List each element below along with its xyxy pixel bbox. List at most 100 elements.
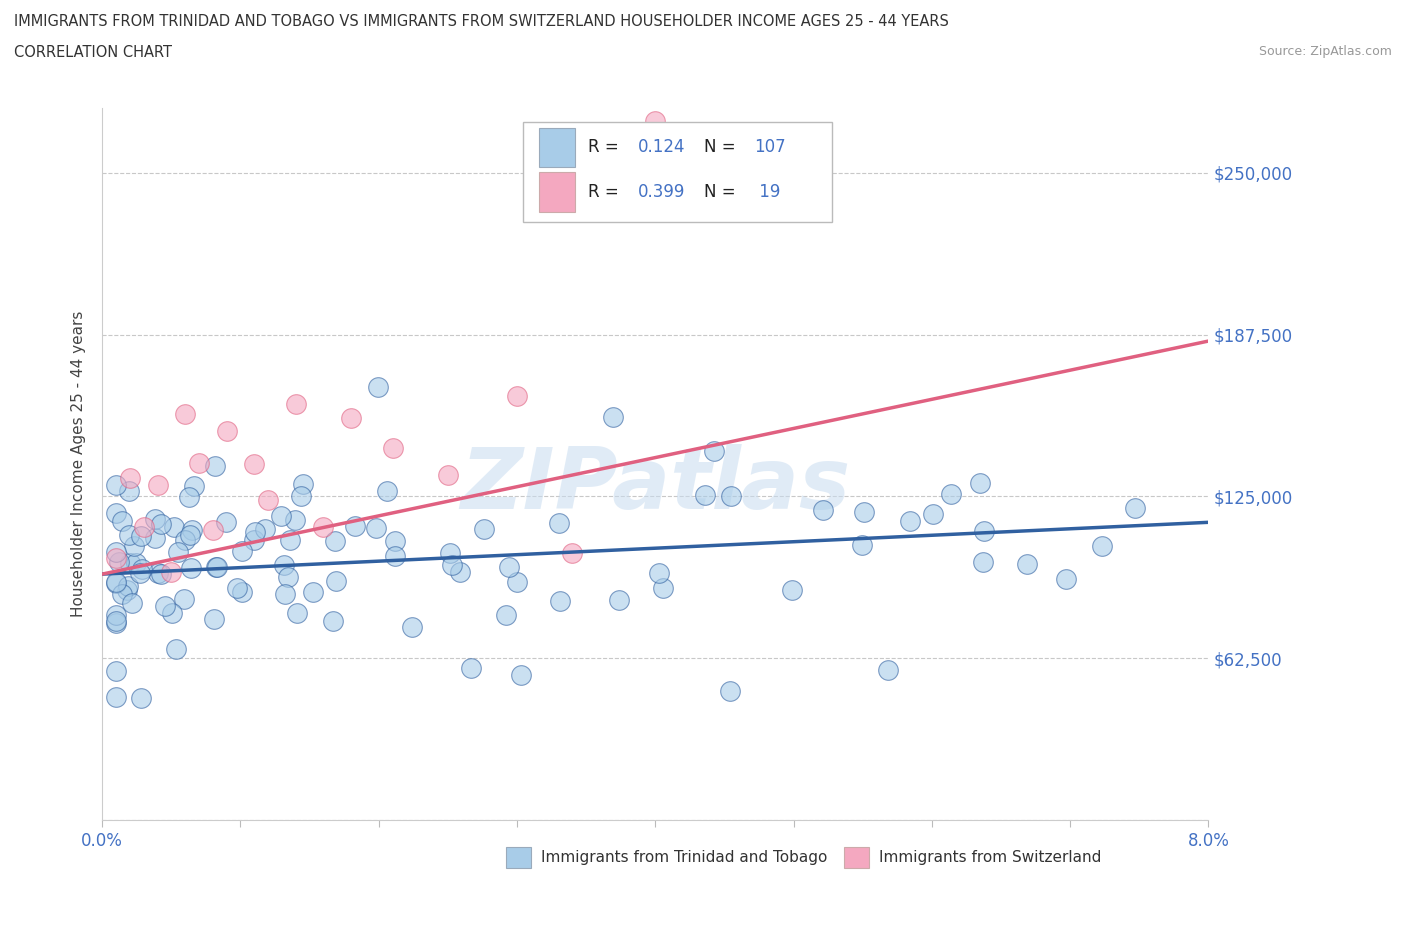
Point: [173, 591, 195, 606]
Point: [177, 490, 200, 505]
Bar: [538, 127, 575, 166]
Point: [718, 684, 741, 698]
Point: [274, 587, 297, 602]
Point: [105, 576, 128, 591]
Text: Source: ZipAtlas.com: Source: ZipAtlas.com: [1258, 45, 1392, 58]
Point: [384, 549, 406, 564]
Point: [384, 534, 406, 549]
Point: [111, 513, 134, 528]
Point: [693, 488, 716, 503]
Point: [969, 476, 991, 491]
Point: [449, 565, 471, 579]
Point: [273, 557, 295, 572]
Point: [146, 477, 169, 492]
Point: [110, 587, 132, 602]
Point: [472, 522, 495, 537]
Point: [972, 554, 994, 569]
Point: [204, 458, 226, 473]
Text: R =: R =: [588, 139, 624, 156]
Text: CORRELATION CHART: CORRELATION CHART: [14, 45, 172, 60]
Point: [149, 566, 172, 581]
Point: [180, 561, 202, 576]
Point: [375, 484, 398, 498]
Point: [129, 691, 152, 706]
Point: [204, 560, 226, 575]
Point: [381, 441, 404, 456]
Point: [117, 582, 139, 597]
Point: [460, 661, 482, 676]
Point: [118, 471, 141, 485]
Point: [939, 486, 962, 501]
Point: [277, 570, 299, 585]
Point: [146, 565, 169, 580]
Point: [125, 555, 148, 570]
Point: [188, 456, 211, 471]
Point: [243, 457, 266, 472]
Point: [180, 523, 202, 538]
Point: [292, 476, 315, 491]
Text: Immigrants from Switzerland: Immigrants from Switzerland: [879, 850, 1101, 865]
Point: [602, 409, 624, 424]
Point: [117, 484, 139, 498]
Point: [325, 533, 347, 548]
Point: [105, 505, 128, 520]
Point: [312, 520, 335, 535]
Text: ZIPatlas: ZIPatlas: [460, 444, 851, 527]
Point: [284, 512, 307, 527]
Point: [322, 614, 344, 629]
Point: [973, 524, 995, 538]
Point: [129, 566, 152, 581]
Text: N =: N =: [704, 183, 741, 201]
Bar: [538, 172, 575, 212]
Point: [105, 607, 128, 622]
Point: [117, 527, 139, 542]
Point: [510, 668, 533, 683]
Point: [548, 516, 571, 531]
Point: [149, 516, 172, 531]
Point: [284, 396, 307, 411]
Point: [437, 468, 460, 483]
Point: [163, 519, 186, 534]
Point: [367, 379, 389, 394]
Point: [105, 477, 128, 492]
Point: [118, 555, 141, 570]
Point: [561, 545, 583, 560]
Point: [105, 664, 128, 679]
Point: [302, 584, 325, 599]
Point: [851, 538, 873, 552]
Point: [124, 538, 146, 553]
Point: [498, 560, 520, 575]
Point: [1090, 539, 1112, 554]
Text: 0.124: 0.124: [638, 139, 685, 156]
Point: [439, 546, 461, 561]
Point: [285, 605, 308, 620]
Point: [173, 533, 195, 548]
Point: [290, 489, 312, 504]
Point: [166, 544, 188, 559]
Point: [364, 521, 387, 536]
Point: [108, 555, 131, 570]
Point: [1054, 571, 1077, 586]
Point: [205, 559, 228, 574]
Point: [105, 545, 128, 560]
Point: [105, 551, 128, 565]
Point: [1123, 501, 1146, 516]
FancyBboxPatch shape: [523, 122, 832, 222]
Point: [253, 522, 276, 537]
Point: [340, 411, 363, 426]
Point: [898, 514, 921, 529]
Text: 107: 107: [754, 139, 786, 156]
Point: [607, 593, 630, 608]
Point: [243, 525, 266, 539]
Point: [270, 509, 292, 524]
Point: [506, 574, 529, 589]
Point: [1015, 557, 1038, 572]
Point: [644, 113, 666, 128]
Point: [214, 514, 236, 529]
Point: [117, 578, 139, 593]
Point: [105, 575, 128, 590]
Point: [401, 619, 423, 634]
Point: [226, 580, 249, 595]
Point: [506, 389, 529, 404]
Point: [143, 512, 166, 526]
